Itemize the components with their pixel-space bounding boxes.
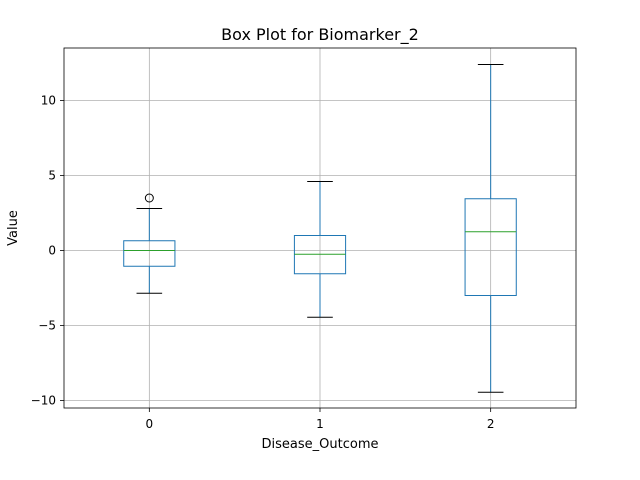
box-1 bbox=[293, 181, 347, 318]
y-axis-ticks: −10 −5 0 5 10 bbox=[31, 94, 64, 408]
y-tick-label: 5 bbox=[48, 169, 56, 183]
y-tick-label: 0 bbox=[48, 244, 56, 258]
box-body bbox=[123, 240, 176, 267]
box-body bbox=[464, 198, 517, 296]
y-tick-label: 10 bbox=[41, 94, 56, 108]
y-tick-label: −10 bbox=[31, 394, 56, 408]
x-tick-label: 2 bbox=[487, 417, 495, 431]
box-2 bbox=[464, 64, 517, 393]
y-tick-label: −5 bbox=[38, 319, 56, 333]
outlier-point bbox=[144, 193, 154, 203]
chart-title: Box Plot for Biomarker_2 bbox=[221, 25, 419, 45]
x-axis-ticks: 0 1 2 bbox=[146, 408, 495, 431]
y-axis-label: Value bbox=[6, 210, 21, 246]
box-0 bbox=[123, 193, 176, 294]
x-tick-label: 0 bbox=[146, 417, 154, 431]
x-axis-label: Disease_Outcome bbox=[262, 437, 379, 452]
x-tick-label: 1 bbox=[316, 417, 324, 431]
box-series bbox=[123, 64, 517, 393]
